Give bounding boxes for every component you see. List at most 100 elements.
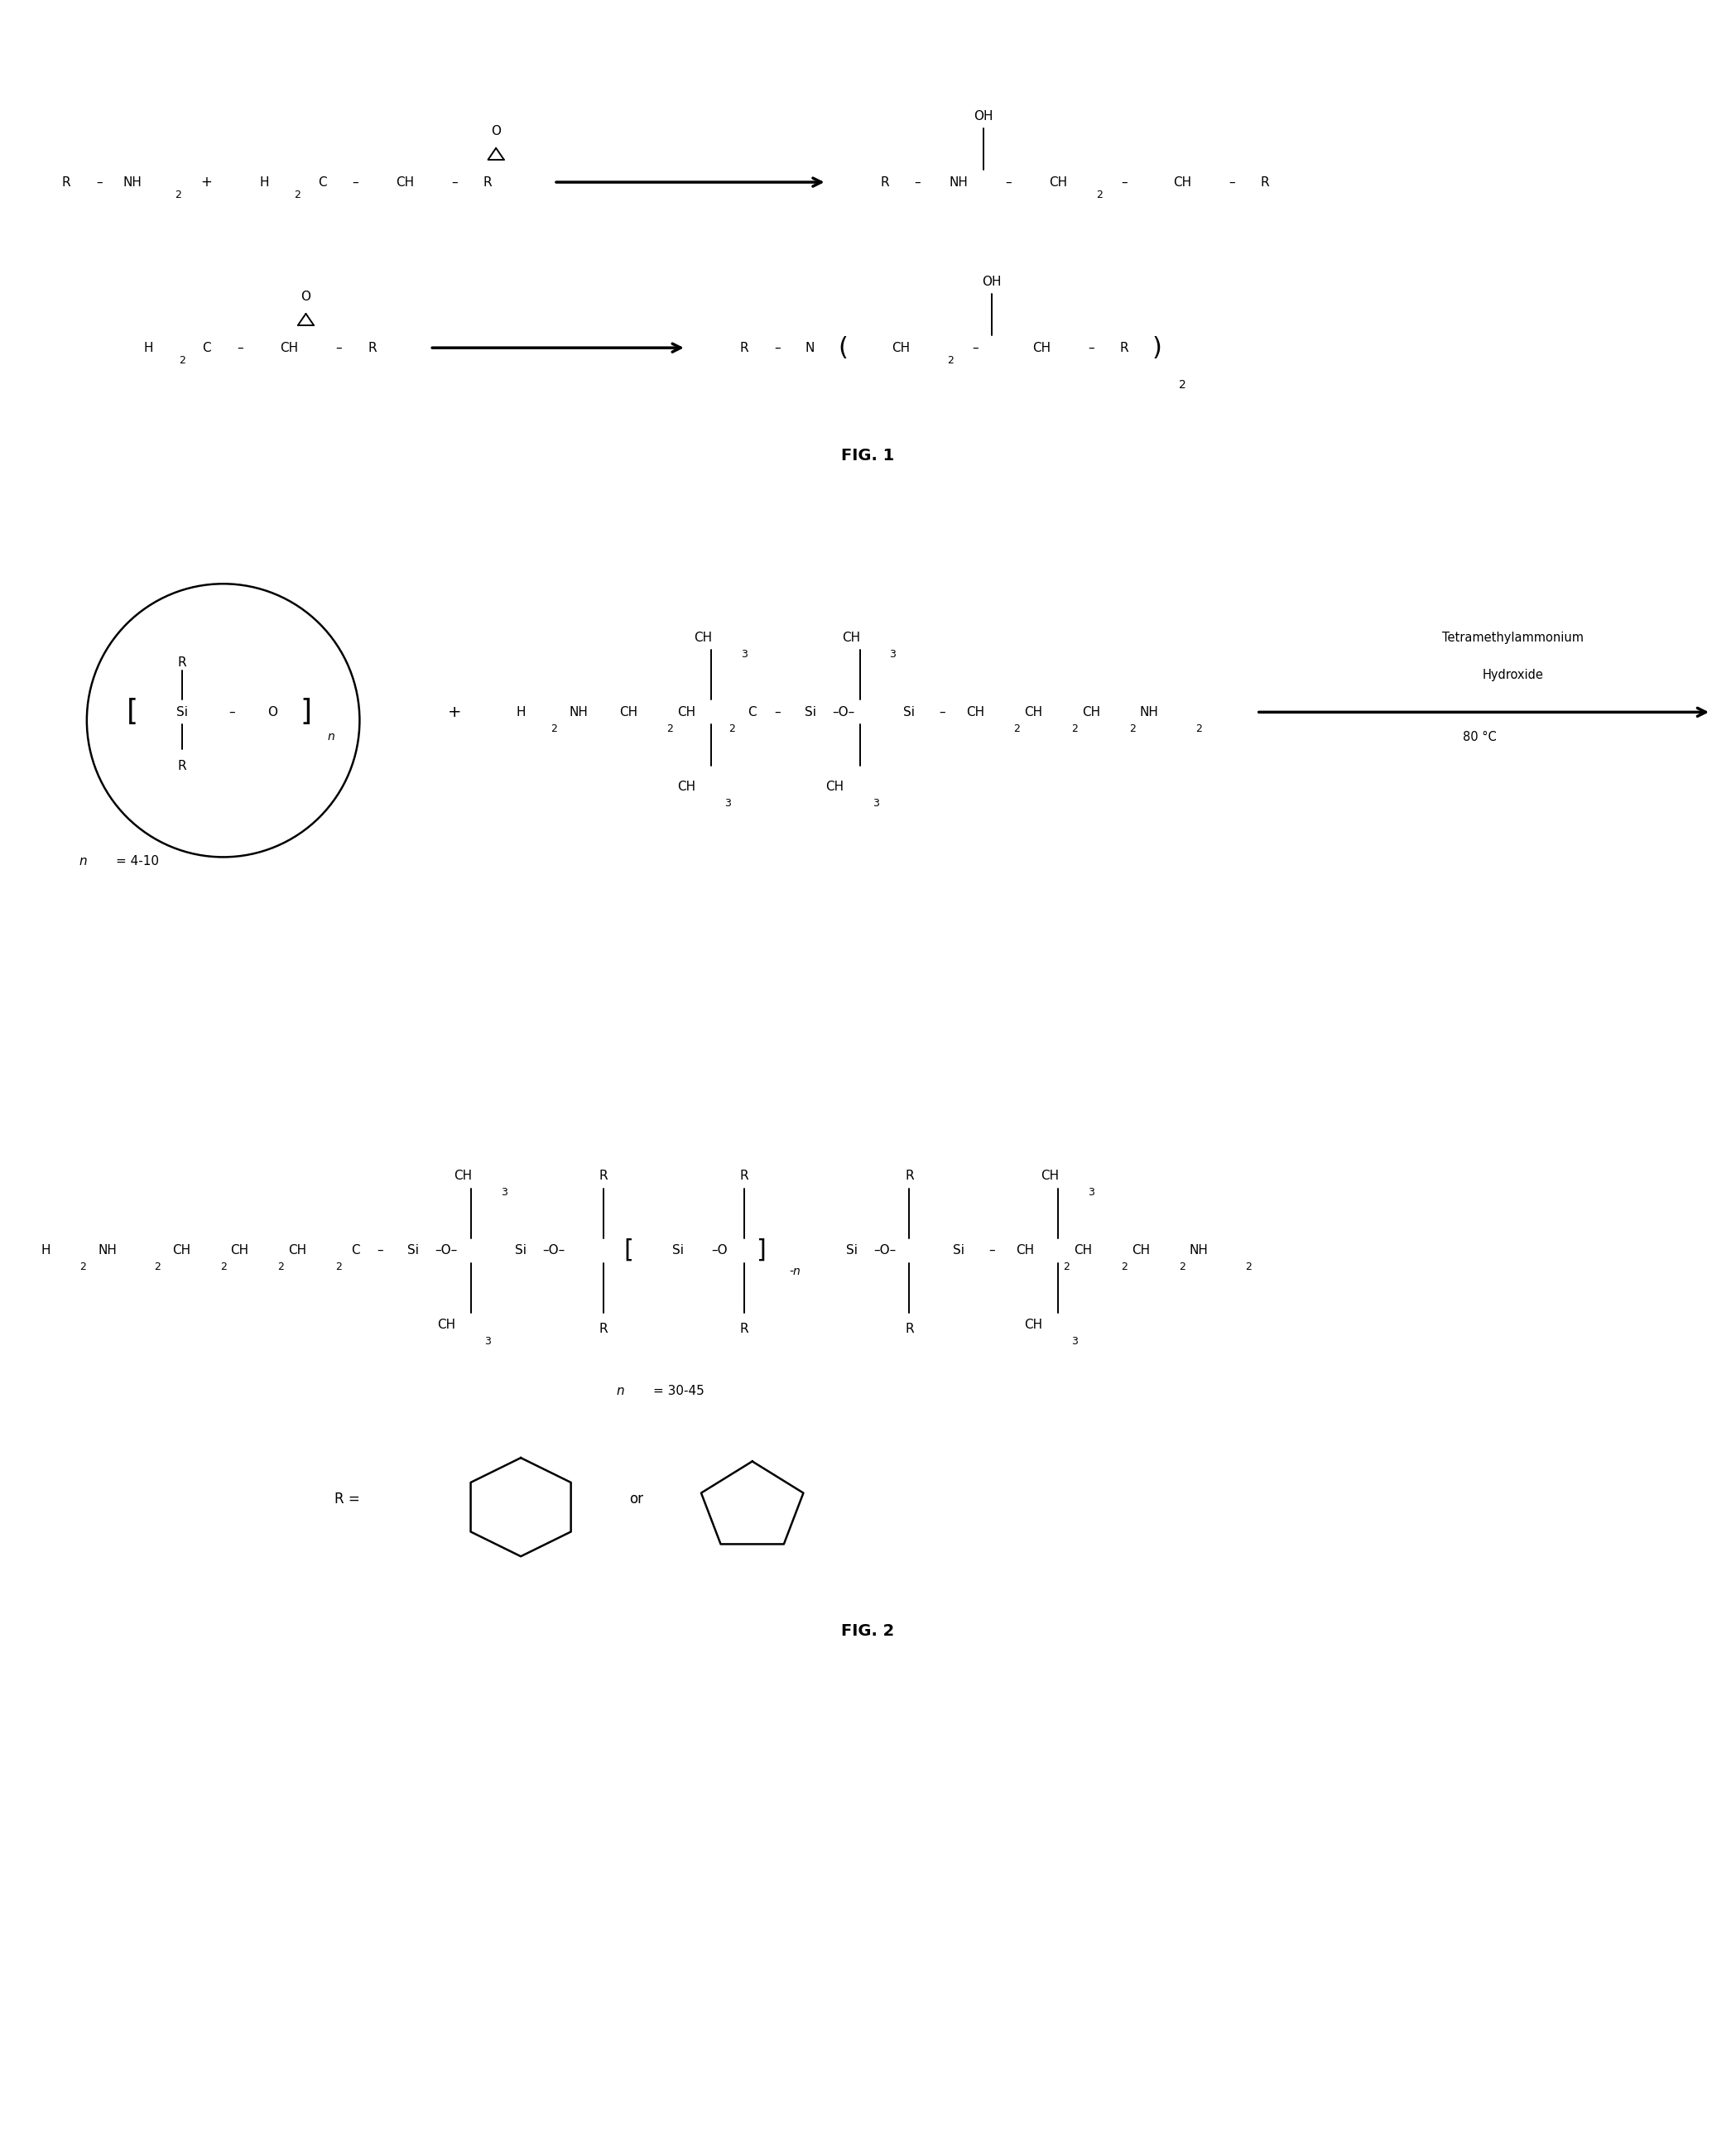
Text: R: R: [599, 1169, 608, 1182]
Text: 2: 2: [550, 723, 557, 734]
Text: n: n: [326, 732, 335, 743]
Text: CH: CH: [172, 1244, 191, 1257]
Text: R: R: [177, 760, 186, 773]
Text: –: –: [990, 1244, 995, 1257]
Text: CH: CH: [453, 1169, 472, 1182]
Text: 2: 2: [1121, 1262, 1127, 1272]
Text: CH: CH: [677, 706, 696, 719]
Text: –: –: [1121, 177, 1127, 187]
Text: 2: 2: [295, 189, 300, 200]
Text: –: –: [774, 342, 779, 353]
Text: R: R: [1120, 342, 1128, 353]
Text: 2: 2: [1095, 189, 1102, 200]
Text: R: R: [904, 1169, 913, 1182]
Text: 80 °C: 80 °C: [1463, 730, 1496, 743]
Text: 2: 2: [667, 723, 674, 734]
Text: NH: NH: [1189, 1244, 1208, 1257]
Text: R =: R =: [335, 1492, 359, 1507]
Text: [: [: [623, 1238, 634, 1262]
Text: O: O: [300, 291, 311, 304]
Text: H: H: [260, 177, 269, 187]
Text: NH: NH: [97, 1244, 116, 1257]
Text: Hydroxide: Hydroxide: [1483, 670, 1543, 680]
Text: 3: 3: [741, 648, 746, 659]
Text: 2: 2: [1245, 1262, 1252, 1272]
Text: FIG. 1: FIG. 1: [842, 448, 894, 463]
Text: 2: 2: [220, 1262, 226, 1272]
Text: CH: CH: [437, 1320, 455, 1331]
Text: O: O: [491, 125, 502, 138]
Text: CH: CH: [288, 1244, 307, 1257]
Text: –: –: [236, 342, 243, 353]
Text: ]: ]: [300, 698, 312, 726]
Text: CH: CH: [1082, 706, 1101, 719]
Text: –: –: [972, 342, 979, 353]
Text: R: R: [880, 177, 889, 187]
Text: R: R: [483, 177, 491, 187]
Text: H: H: [144, 342, 153, 353]
Text: –: –: [451, 177, 458, 187]
Text: OH: OH: [974, 110, 993, 123]
Text: FIG. 2: FIG. 2: [842, 1623, 894, 1638]
Text: –O–: –O–: [873, 1244, 896, 1257]
Text: –O–: –O–: [543, 1244, 566, 1257]
Text: C: C: [203, 342, 212, 353]
Text: –: –: [1088, 342, 1094, 353]
Text: CH: CH: [1075, 1244, 1092, 1257]
Text: R: R: [740, 1322, 748, 1335]
Text: 3: 3: [889, 648, 896, 659]
Text: = 4-10: = 4-10: [116, 855, 158, 868]
Text: CH: CH: [620, 706, 637, 719]
Text: 2: 2: [1196, 723, 1201, 734]
Text: Si: Si: [408, 1244, 418, 1257]
Text: Si: Si: [845, 1244, 858, 1257]
Text: Si: Si: [175, 706, 187, 719]
Text: 3: 3: [873, 799, 880, 810]
Text: R: R: [740, 1169, 748, 1182]
Text: –: –: [95, 177, 102, 187]
Text: Si: Si: [672, 1244, 684, 1257]
Text: CH: CH: [1024, 706, 1043, 719]
Text: CH: CH: [1033, 342, 1050, 353]
Text: 2: 2: [1062, 1262, 1069, 1272]
Text: –O–: –O–: [832, 706, 854, 719]
Text: R: R: [62, 177, 71, 187]
Text: CH: CH: [826, 782, 844, 792]
Text: CH: CH: [677, 782, 696, 792]
Text: R: R: [599, 1322, 608, 1335]
Text: 3: 3: [1088, 1186, 1094, 1197]
Text: R: R: [1260, 177, 1269, 187]
Text: CH: CH: [1024, 1320, 1043, 1331]
Text: –: –: [774, 706, 779, 719]
Text: CH: CH: [693, 631, 712, 644]
Text: +: +: [448, 704, 462, 719]
Text: –: –: [1229, 177, 1234, 187]
Text: 2: 2: [948, 355, 953, 366]
Text: 2: 2: [1014, 723, 1021, 734]
Text: n: n: [78, 855, 87, 868]
Text: 3: 3: [1071, 1337, 1078, 1348]
Text: CH: CH: [1040, 1169, 1059, 1182]
Text: CH: CH: [842, 631, 861, 644]
Text: 3: 3: [484, 1337, 491, 1348]
Text: R: R: [177, 657, 186, 670]
Text: Tetramethylammonium: Tetramethylammonium: [1443, 631, 1583, 644]
Text: 2: 2: [1071, 723, 1078, 734]
Text: 2: 2: [278, 1262, 285, 1272]
Text: –: –: [229, 706, 234, 719]
Text: R: R: [740, 342, 748, 353]
Text: 2: 2: [1179, 1262, 1186, 1272]
Text: ): ): [1153, 336, 1161, 360]
Text: 2: 2: [155, 1262, 160, 1272]
Text: 2: 2: [1130, 723, 1135, 734]
Text: NH: NH: [950, 177, 969, 187]
Text: CH: CH: [1174, 177, 1191, 187]
Text: R: R: [904, 1322, 913, 1335]
Text: Si: Si: [903, 706, 915, 719]
Text: 2: 2: [1179, 379, 1186, 392]
Text: Si: Si: [953, 1244, 965, 1257]
Text: H: H: [516, 706, 526, 719]
Text: 2: 2: [335, 1262, 342, 1272]
Text: (: (: [838, 336, 849, 360]
Text: –: –: [1005, 177, 1012, 187]
